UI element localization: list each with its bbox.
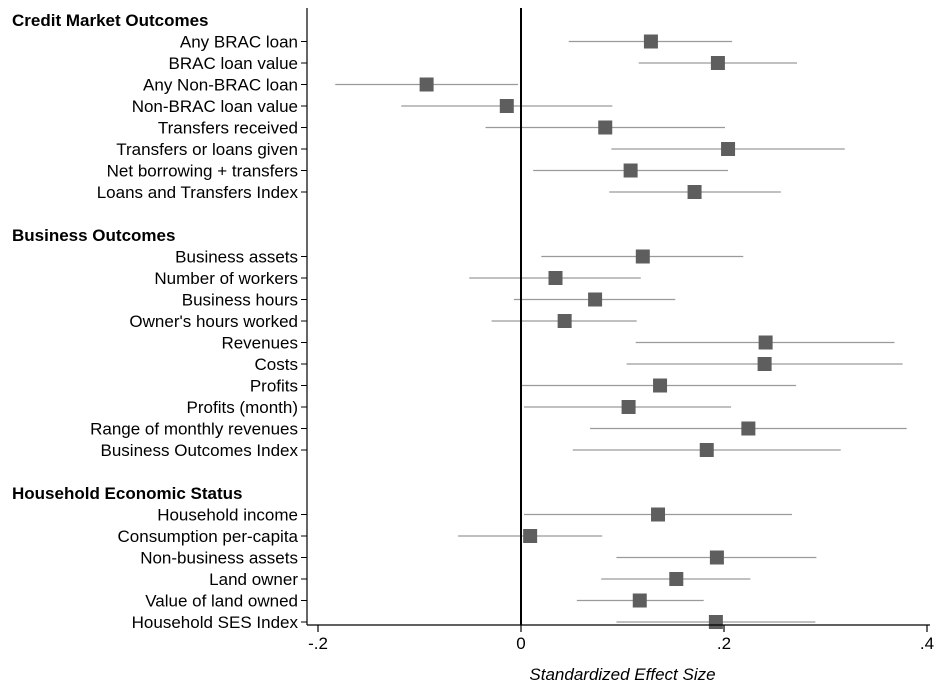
row-label: Business hours	[182, 291, 298, 310]
point-estimate	[758, 335, 773, 350]
row-label: Number of workers	[154, 269, 298, 288]
point-estimate	[643, 34, 658, 49]
row-label: Land owner	[209, 570, 298, 589]
row-label: Household income	[157, 506, 298, 525]
point-estimate	[635, 249, 650, 264]
x-axis-ticks: -.2 0 .2 .4	[308, 625, 934, 653]
row-label: Any BRAC loan	[180, 33, 298, 52]
point-estimate	[523, 529, 538, 543]
point-estimate	[708, 615, 723, 629]
point-estimate	[757, 357, 772, 371]
point-estimate	[687, 185, 702, 199]
group-header: Household Economic Status	[12, 484, 242, 503]
row-label: Non-BRAC loan value	[132, 97, 298, 116]
plot-rows: Credit Market Outcomes Any BRAC loan BRAC …	[12, 11, 907, 632]
row-label: Any Non-BRAC loan	[143, 76, 298, 95]
point-estimate	[741, 421, 756, 436]
point-estimate	[499, 99, 514, 113]
row-label: Loans and Transfers Index	[97, 183, 299, 202]
row-label: Costs	[255, 355, 298, 374]
group-header: Business Outcomes	[12, 226, 175, 245]
row-label: Revenues	[221, 334, 298, 353]
x-tick-label: 0	[516, 634, 525, 653]
group-2: Household Economic Status Household incom…	[12, 484, 817, 632]
point-estimate	[632, 593, 647, 608]
row-label: Non-business assets	[140, 549, 298, 568]
row-label: Business assets	[175, 248, 298, 267]
row-label: Household SES Index	[132, 613, 299, 632]
point-estimate	[653, 378, 668, 393]
row-label: Transfers received	[158, 119, 298, 138]
point-estimate	[651, 507, 666, 522]
row-label: Profits (month)	[187, 398, 298, 417]
x-tick-label: .2	[717, 634, 731, 653]
point-estimate	[710, 56, 725, 70]
point-estimate	[598, 120, 613, 135]
x-tick-label: -.2	[308, 634, 328, 653]
point-estimate	[623, 163, 638, 178]
point-estimate	[709, 550, 724, 565]
row-label: Transfers or loans given	[116, 140, 298, 159]
point-estimate	[588, 292, 603, 307]
point-estimate	[721, 142, 736, 156]
x-tick-label: .4	[920, 634, 934, 653]
row-label: Value of land owned	[145, 592, 298, 611]
point-estimate	[557, 314, 572, 328]
row-label: Profits	[250, 377, 298, 396]
row-label: Business Outcomes Index	[101, 441, 299, 460]
row-label: Owner's hours worked	[129, 312, 298, 331]
point-estimate	[699, 443, 714, 457]
point-estimate	[419, 77, 434, 92]
group-0: Credit Market Outcomes Any BRAC loan BRAC …	[12, 11, 845, 202]
x-axis-label: Standardized Effect Size	[529, 665, 715, 684]
row-label: BRAC loan value	[169, 54, 298, 73]
point-estimate	[621, 400, 636, 414]
row-label: Net borrowing + transfers	[107, 162, 298, 181]
point-estimate	[548, 271, 563, 285]
point-estimate	[669, 572, 684, 586]
row-label: Range of monthly revenues	[90, 420, 298, 439]
group-header: Credit Market Outcomes	[12, 11, 209, 30]
row-label: Consumption per-capita	[118, 527, 299, 546]
